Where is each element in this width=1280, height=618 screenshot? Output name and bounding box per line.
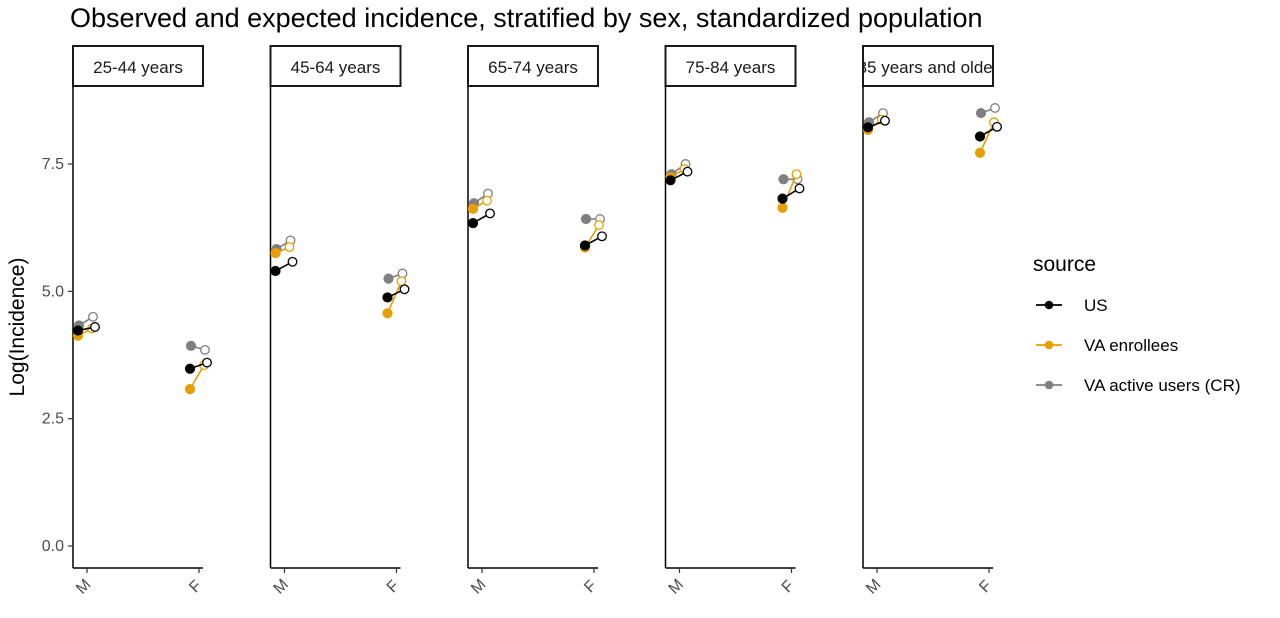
- expected-point: [202, 357, 212, 368]
- facet-panel: 75-84 years M F: [664, 45, 805, 598]
- x-tick-label: F: [976, 577, 995, 596]
- legend-key-point: [1044, 300, 1054, 310]
- expected-point: [682, 166, 693, 177]
- expected-point: [791, 169, 802, 180]
- facet-strip-label: 65-74 years: [488, 58, 578, 77]
- observed-point: [270, 248, 281, 259]
- observed-point: [382, 308, 393, 319]
- observed-point: [778, 174, 789, 185]
- legend-key-point: [1044, 340, 1054, 350]
- series-connector: [979, 121, 995, 154]
- legend: source US VA enrollees VA active users (CR): [1033, 253, 1241, 395]
- expected-point: [200, 344, 210, 355]
- expected-point: [90, 322, 100, 332]
- facet-strip: [72, 45, 204, 87]
- observed-point: [467, 203, 479, 214]
- observed-point: [185, 340, 197, 351]
- legend-entry-label: VA enrollees: [1084, 336, 1178, 355]
- facet-strip: [467, 45, 599, 87]
- facet-strip-label: 45-64 years: [291, 58, 381, 77]
- expected-point: [485, 208, 495, 219]
- y-tick-label: 2.5: [42, 411, 64, 428]
- expected-point: [880, 115, 890, 126]
- expected-point: [990, 103, 1000, 113]
- observed-point: [974, 131, 986, 142]
- x-tick-label: F: [779, 577, 798, 596]
- facet-panel: 85 years and older M F: [858, 45, 1002, 598]
- facet-strip-label: 85 years and older: [858, 58, 999, 77]
- expected-point: [594, 220, 604, 231]
- x-tick-label: M: [468, 576, 489, 597]
- expected-point: [287, 256, 298, 267]
- y-tick-label: 7.5: [42, 156, 64, 173]
- expected-point: [396, 276, 407, 287]
- observed-point: [467, 217, 479, 229]
- observed-point: [579, 240, 591, 251]
- observed-point: [72, 325, 84, 336]
- series-connector: [386, 280, 403, 314]
- legend-entry-label: US: [1084, 296, 1108, 315]
- observed-point: [777, 193, 788, 204]
- observed-point: [974, 147, 986, 158]
- facet-panel: 45-64 years M F: [269, 45, 410, 598]
- observed-point: [383, 273, 394, 284]
- expected-point: [284, 242, 295, 252]
- legend-title: source: [1033, 253, 1096, 276]
- facet-panel: 65-74 years M F: [467, 45, 607, 598]
- expected-point: [794, 183, 805, 194]
- observed-point: [975, 107, 987, 119]
- expected-point: [399, 284, 410, 295]
- x-tick-label: M: [271, 576, 292, 597]
- observed-point: [270, 265, 281, 277]
- observed-point: [184, 384, 196, 395]
- observed-point: [580, 213, 592, 225]
- facet-strip: [269, 45, 402, 87]
- expected-point: [992, 121, 1002, 132]
- observed-point: [777, 202, 788, 213]
- x-tick-label: M: [73, 576, 94, 597]
- facet-strip: [664, 45, 797, 87]
- observed-point: [184, 363, 196, 374]
- expected-point: [597, 231, 607, 242]
- observed-point: [382, 292, 393, 303]
- chart-title: Observed and expected incidence, stratif…: [70, 3, 983, 33]
- x-tick-label: F: [384, 577, 403, 596]
- legend-key-point: [1044, 380, 1054, 390]
- expected-point: [482, 195, 492, 206]
- facet-strip-label: 75-84 years: [686, 58, 776, 77]
- y-tick-label: 0.0: [42, 538, 64, 555]
- y-tick-label: 5.0: [42, 283, 64, 300]
- facet-strip-label: 25-44 years: [93, 58, 183, 77]
- y-axis-label: Log(Incidence): [6, 258, 29, 397]
- observed-point: [665, 175, 676, 186]
- observed-point: [862, 122, 874, 133]
- facet-strip: [862, 45, 994, 87]
- expected-point: [88, 311, 98, 322]
- x-tick-label: M: [666, 576, 687, 597]
- x-tick-label: F: [581, 577, 600, 596]
- x-tick-label: F: [186, 577, 205, 596]
- facet-panel: 25-44 years 0.0 2.5 5.0 7.5 M F: [42, 45, 212, 598]
- legend-entry-label: VA active users (CR): [1084, 376, 1241, 395]
- x-tick-label: M: [863, 576, 884, 597]
